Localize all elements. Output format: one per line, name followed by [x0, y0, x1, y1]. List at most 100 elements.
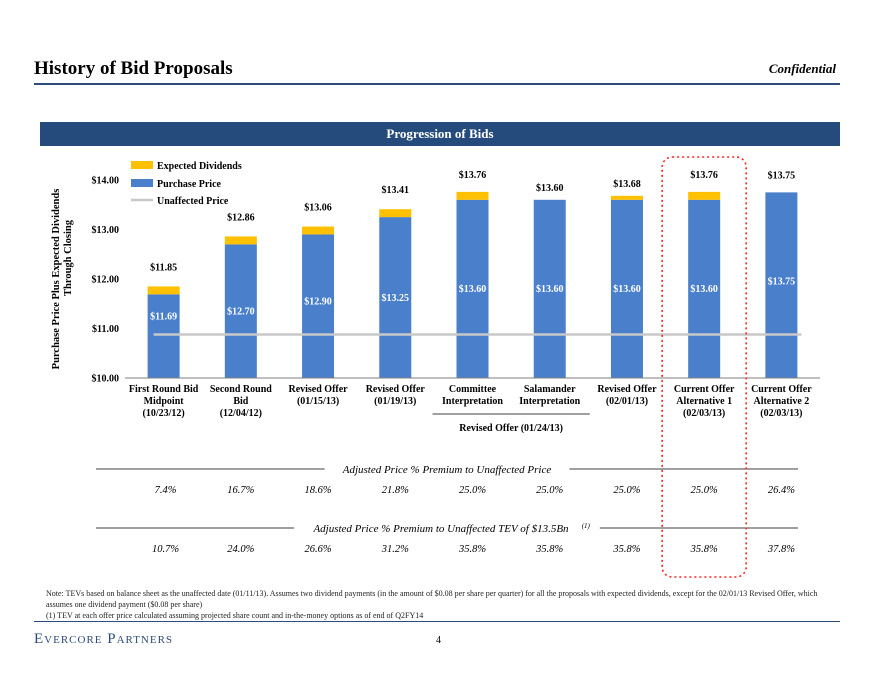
bar-total-label: $13.68: [613, 179, 641, 190]
premium-row2-title: Adjusted Price % Premium to Unaffected T…: [312, 523, 569, 535]
x-category-label: Second Round: [210, 384, 272, 395]
x-category-label: Revised Offer: [288, 384, 348, 395]
bar-total-label: $13.60: [536, 183, 564, 194]
premium-row1-value: 16.7%: [227, 485, 254, 496]
bar-purchase-price: [610, 199, 643, 378]
premium-row2-value: 31.2%: [381, 544, 409, 555]
bar-purchase-price: [224, 244, 257, 378]
bar-purchase-price: [533, 199, 566, 378]
x-category-label: Committee: [449, 384, 497, 395]
legend-label: Purchase Price: [157, 179, 222, 190]
bar-purchase-price: [688, 199, 721, 378]
legend-label: Unaffected Price: [157, 196, 229, 207]
bar-total-label: $11.85: [150, 262, 177, 273]
x-category-label: (12/04/12): [220, 408, 262, 419]
page-title: History of Bid Proposals: [34, 58, 233, 79]
x-category-label: (02/01/13): [606, 396, 648, 407]
bar-value-label: $13.25: [382, 293, 410, 304]
x-category-label: Alternative 1: [676, 396, 732, 407]
x-category-label: Bid: [233, 396, 248, 407]
x-category-label: Salamander: [524, 384, 576, 395]
x-category-label: Current Offer: [751, 384, 812, 395]
premium-row2-value: 35.8%: [612, 544, 640, 555]
x-category-label: Revised Offer: [597, 384, 657, 395]
x-category-label: First Round Bid: [129, 384, 199, 395]
header-rule: [34, 83, 840, 85]
y-tick-label: $11.00: [92, 324, 119, 335]
premium-row1-value: 7.4%: [155, 485, 177, 496]
bar-expected-dividends: [224, 236, 257, 245]
bar-value-label: $13.60: [613, 284, 641, 295]
x-category-label: Interpretation: [519, 396, 580, 407]
bar-total-label: $13.76: [690, 170, 718, 181]
bar-value-label: $11.69: [150, 311, 177, 322]
premium-footnote-ref: (1): [582, 522, 591, 530]
bar-value-label: $13.75: [768, 276, 796, 287]
bar-expected-dividends: [302, 226, 335, 235]
footer-rule: [34, 621, 840, 622]
x-category-label: (10/23/12): [143, 408, 185, 419]
x-category-label: Interpretation: [442, 396, 503, 407]
legend-swatch-purchase: [131, 179, 153, 187]
premium-title-bg: [324, 462, 570, 476]
premium-row2-value: 26.6%: [304, 544, 331, 555]
group-label: Revised Offer (01/24/13): [459, 423, 563, 434]
bar-purchase-price: [765, 192, 798, 378]
y-axis-title: Purchase Price Plus Expected Dividends: [51, 189, 62, 370]
premium-row1-value: 25.0%: [691, 485, 718, 496]
section-banner: Progression of Bids: [40, 122, 840, 146]
bar-value-label: $13.60: [690, 284, 718, 295]
confidential-label: Confidential: [768, 61, 836, 76]
bar-purchase-price: [379, 217, 412, 378]
bar-total-label: $13.76: [459, 170, 487, 181]
premium-row1-title: Adjusted Price % Premium to Unaffected P…: [342, 464, 552, 476]
bar-value-label: $12.70: [227, 306, 255, 317]
bar-value-label: $12.90: [304, 296, 332, 307]
bar-total-label: $13.06: [304, 203, 332, 214]
bar-purchase-price: [147, 294, 180, 378]
legend-swatch-dividends: [131, 161, 153, 169]
bar-expected-dividends: [456, 191, 489, 200]
bar-expected-dividends: [688, 191, 721, 200]
banner-title: Progression of Bids: [386, 126, 494, 141]
x-category-label: (01/15/13): [297, 396, 339, 407]
bar-total-label: $13.75: [768, 170, 796, 181]
highlight-box: [661, 156, 747, 578]
page-number: 4: [436, 635, 441, 646]
y-tick-label: $13.00: [92, 225, 120, 236]
premium-row1-value: 25.0%: [536, 485, 563, 496]
x-category-label: Alternative 2: [753, 396, 809, 407]
bar-value-label: $13.60: [536, 284, 564, 295]
x-category-label: (02/03/13): [760, 408, 802, 419]
bar-value-label: $13.60: [459, 284, 487, 295]
premium-row1-value: 25.0%: [459, 485, 486, 496]
x-category-label: Revised Offer: [366, 384, 426, 395]
y-tick-label: $14.00: [92, 176, 120, 187]
bar-purchase-price: [302, 234, 335, 378]
bid-chart: $10.00 $11.00 $12.00 $13.00 $14.00 Purchase P…: [51, 156, 820, 578]
y-tick-label: $12.00: [92, 275, 120, 286]
premium-title-bg: [294, 521, 600, 535]
bar-expected-dividends: [379, 209, 412, 218]
premium-row2-value: 37.8%: [767, 544, 795, 555]
bar-expected-dividends: [610, 195, 643, 200]
y-axis-title: Through Closing: [63, 219, 74, 296]
legend-label: Expected Dividends: [157, 161, 242, 172]
premium-row2-value: 35.8%: [690, 544, 718, 555]
premium-row2-value: 10.7%: [152, 544, 179, 555]
bar-total-label: $12.86: [227, 212, 255, 223]
footnote-1: Note: TEVs based on balance sheet as the…: [46, 589, 818, 609]
bar-purchase-price: [456, 199, 489, 378]
x-category-label: (01/19/13): [374, 396, 416, 407]
company-logo: Evercore Partners: [34, 631, 174, 647]
premium-row1-value: 18.6%: [304, 485, 331, 496]
premium-row1-value: 21.8%: [382, 485, 409, 496]
premium-row2-value: 35.8%: [535, 544, 563, 555]
premium-row1-value: 26.4%: [768, 485, 795, 496]
premium-row2-value: 24.0%: [227, 544, 254, 555]
x-category-label: Midpoint: [144, 396, 185, 407]
footnote-2: (1) TEV at each offer price calculated a…: [46, 611, 424, 620]
footnotes: Note: TEVs based on balance sheet as the…: [46, 588, 836, 621]
x-category-label: Current Offer: [674, 384, 735, 395]
bar-expected-dividends: [147, 286, 180, 295]
